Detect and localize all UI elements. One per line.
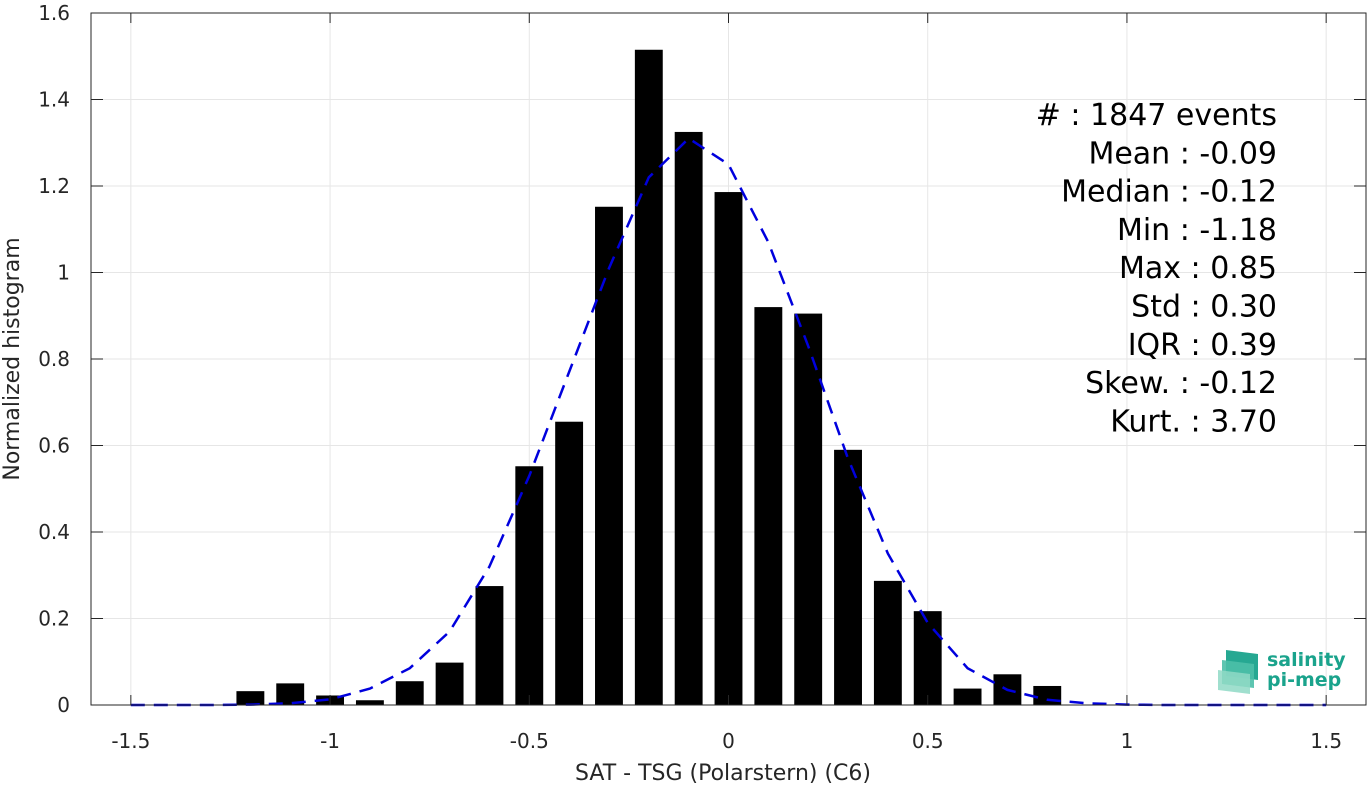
histogram-bar — [475, 586, 504, 705]
histogram-bar — [555, 421, 584, 705]
y-tick-label: 1.4 — [38, 88, 70, 112]
x-tick-label: 0 — [722, 729, 735, 753]
stat-line: Std : 0.30 — [1131, 290, 1277, 325]
x-tick-label: -1 — [320, 729, 340, 753]
histogram-bar — [634, 49, 663, 705]
histogram-bar — [595, 206, 623, 705]
stat-line: Skew. : -0.12 — [1085, 366, 1277, 401]
y-tick-label: 0 — [57, 693, 70, 717]
tick-marks — [91, 12, 1366, 706]
x-tick-label: 0.5 — [912, 729, 944, 753]
y-tick-label: 0.4 — [38, 520, 70, 544]
x-tick-label: 1.5 — [1310, 729, 1342, 753]
histogram-bar — [913, 611, 942, 705]
x-tick-labels: -1.5 -1 -0.5 0 0.5 1 1.5 — [111, 729, 1342, 753]
histogram-bar — [794, 313, 823, 705]
histogram-bar — [1033, 685, 1062, 705]
stat-line: Min : -1.18 — [1117, 213, 1277, 248]
histogram-bar — [953, 688, 982, 705]
histogram-bar — [834, 449, 862, 705]
stat-line: # : 1847 events — [1036, 98, 1277, 133]
histogram-bar — [355, 700, 384, 705]
stat-line: Max : 0.85 — [1119, 251, 1277, 286]
y-tick-label: 1.6 — [38, 1, 70, 25]
y-tick-label: 1.2 — [38, 174, 70, 198]
logo-line-1: salinity — [1267, 649, 1346, 671]
histogram-bar — [674, 131, 703, 705]
salinity-pi-mep-logo: salinity pi-mep — [1218, 649, 1346, 694]
x-tick-label: 1 — [1121, 729, 1134, 753]
stat-line: Median : -0.12 — [1061, 175, 1277, 210]
stat-line: Mean : -0.09 — [1088, 136, 1277, 171]
logo-line-2: pi-mep — [1267, 669, 1341, 691]
y-tick-label: 0.2 — [38, 607, 70, 631]
x-tick-label: -0.5 — [510, 729, 549, 753]
histogram-bar — [435, 662, 464, 705]
y-tick-label: 0.8 — [38, 347, 70, 371]
stat-line: IQR : 0.39 — [1128, 328, 1277, 363]
bars — [236, 49, 1062, 705]
wave-logo-icon — [1218, 650, 1258, 694]
histogram-bar — [515, 466, 544, 705]
histogram-bar — [236, 691, 265, 705]
y-tick-label: 0.6 — [38, 434, 70, 458]
y-tick-label: 1 — [57, 261, 70, 285]
x-axis-label: SAT - TSG (Polarstern) (C6) — [575, 761, 871, 785]
histogram-bar — [754, 307, 783, 705]
y-tick-labels: 0 0.2 0.4 0.6 0.8 1 1.2 1.4 1.6 — [38, 1, 70, 717]
y-axis-label: Normalized histogram — [0, 237, 25, 480]
histogram-bar — [276, 683, 305, 705]
stat-line: Kurt. : 3.70 — [1110, 404, 1277, 439]
histogram-bar — [873, 580, 902, 705]
histogram-bar — [395, 681, 424, 705]
x-tick-label: -1.5 — [111, 729, 150, 753]
histogram-bar — [714, 192, 743, 705]
